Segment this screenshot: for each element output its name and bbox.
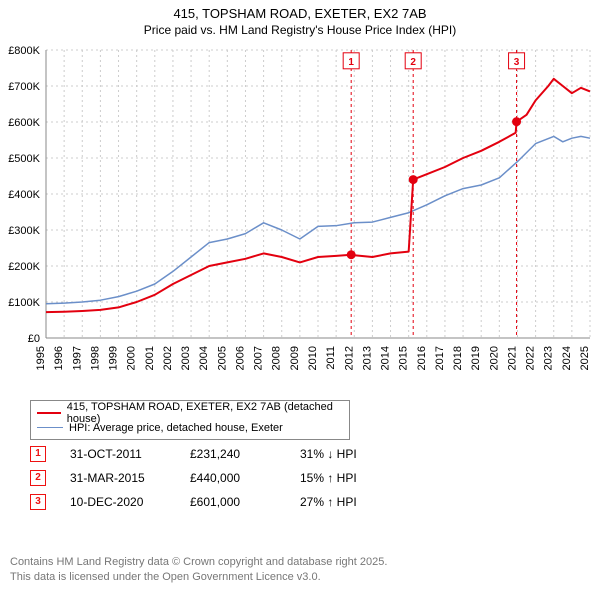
svg-text:2016: 2016: [416, 346, 428, 370]
svg-text:2012: 2012: [343, 346, 355, 370]
svg-text:£600K: £600K: [8, 117, 40, 129]
annotation-date: 10-DEC-2020: [70, 495, 190, 509]
svg-text:2019: 2019: [470, 346, 482, 370]
svg-text:£400K: £400K: [8, 189, 40, 201]
annotation-number: 1: [30, 446, 46, 462]
svg-text:1995: 1995: [35, 346, 47, 370]
svg-text:£700K: £700K: [8, 81, 40, 93]
svg-text:2023: 2023: [543, 346, 555, 370]
annotation-date: 31-OCT-2011: [70, 447, 190, 461]
svg-text:1997: 1997: [71, 346, 83, 370]
svg-text:2009: 2009: [289, 346, 301, 370]
annotation-date: 31-MAR-2015: [70, 471, 190, 485]
svg-text:2: 2: [410, 57, 416, 68]
svg-text:2007: 2007: [253, 346, 265, 370]
svg-text:1998: 1998: [89, 346, 101, 370]
legend-swatch: [37, 412, 61, 414]
svg-text:2013: 2013: [361, 346, 373, 370]
footer-attribution: Contains HM Land Registry data © Crown c…: [10, 555, 387, 584]
svg-text:2025: 2025: [579, 346, 591, 370]
svg-text:2008: 2008: [271, 346, 283, 370]
legend-swatch: [37, 427, 63, 429]
chart-title-line1: 415, TOPSHAM ROAD, EXETER, EX2 7AB: [0, 0, 600, 23]
svg-text:2000: 2000: [126, 346, 138, 370]
svg-text:2021: 2021: [506, 346, 518, 370]
legend-label: HPI: Average price, detached house, Exet…: [69, 422, 283, 434]
svg-text:2024: 2024: [561, 346, 573, 370]
annotation-delta: 15% ↑ HPI: [300, 471, 357, 485]
annotation-price: £231,240: [190, 447, 300, 461]
svg-text:£300K: £300K: [8, 225, 40, 237]
svg-text:2002: 2002: [162, 346, 174, 370]
svg-text:£800K: £800K: [8, 45, 40, 57]
svg-text:£200K: £200K: [8, 261, 40, 273]
svg-text:2022: 2022: [525, 346, 537, 370]
svg-text:2004: 2004: [198, 346, 210, 370]
svg-text:3: 3: [514, 57, 520, 68]
svg-text:2011: 2011: [325, 346, 337, 370]
annotation-delta: 27% ↑ HPI: [300, 495, 357, 509]
price-chart: £0 £100K £200K £300K £400K £500K £600K £700K £80…: [0, 44, 595, 394]
chart-legend: 415, TOPSHAM ROAD, EXETER, EX2 7AB (deta…: [30, 400, 350, 440]
svg-text:1: 1: [348, 57, 354, 68]
chart-title-line2: Price paid vs. HM Land Registry's House …: [0, 23, 600, 37]
svg-text:2005: 2005: [216, 346, 228, 370]
svg-text:1996: 1996: [53, 346, 65, 370]
svg-text:2014: 2014: [380, 346, 392, 370]
annotation-price: £440,000: [190, 471, 300, 485]
svg-text:2017: 2017: [434, 346, 446, 370]
annotation-delta: 31% ↓ HPI: [300, 447, 357, 461]
svg-text:£0: £0: [28, 333, 40, 345]
annotation-number: 3: [30, 494, 46, 510]
footer-line2: This data is licensed under the Open Gov…: [10, 570, 387, 584]
svg-text:2020: 2020: [488, 346, 500, 370]
svg-text:2006: 2006: [234, 346, 246, 370]
annotation-number: 2: [30, 470, 46, 486]
annotation-table: 1 31-OCT-2011£231,24031% ↓ HPI 2 31-MAR-201…: [30, 442, 357, 514]
svg-text:£500K: £500K: [8, 153, 40, 165]
annotation-row: 1 31-OCT-2011£231,24031% ↓ HPI: [30, 442, 357, 466]
svg-text:1999: 1999: [108, 346, 120, 370]
annotation-price: £601,000: [190, 495, 300, 509]
svg-text:2015: 2015: [398, 346, 410, 370]
annotation-row: 3 10-DEC-2020£601,00027% ↑ HPI: [30, 490, 357, 514]
footer-line1: Contains HM Land Registry data © Crown c…: [10, 555, 387, 569]
svg-text:2010: 2010: [307, 346, 319, 370]
svg-text:2018: 2018: [452, 346, 464, 370]
svg-text:2003: 2003: [180, 346, 192, 370]
annotation-row: 2 31-MAR-2015£440,00015% ↑ HPI: [30, 466, 357, 490]
svg-text:£100K: £100K: [8, 297, 40, 309]
legend-row: 415, TOPSHAM ROAD, EXETER, EX2 7AB (deta…: [37, 405, 343, 420]
svg-text:2001: 2001: [144, 346, 156, 370]
